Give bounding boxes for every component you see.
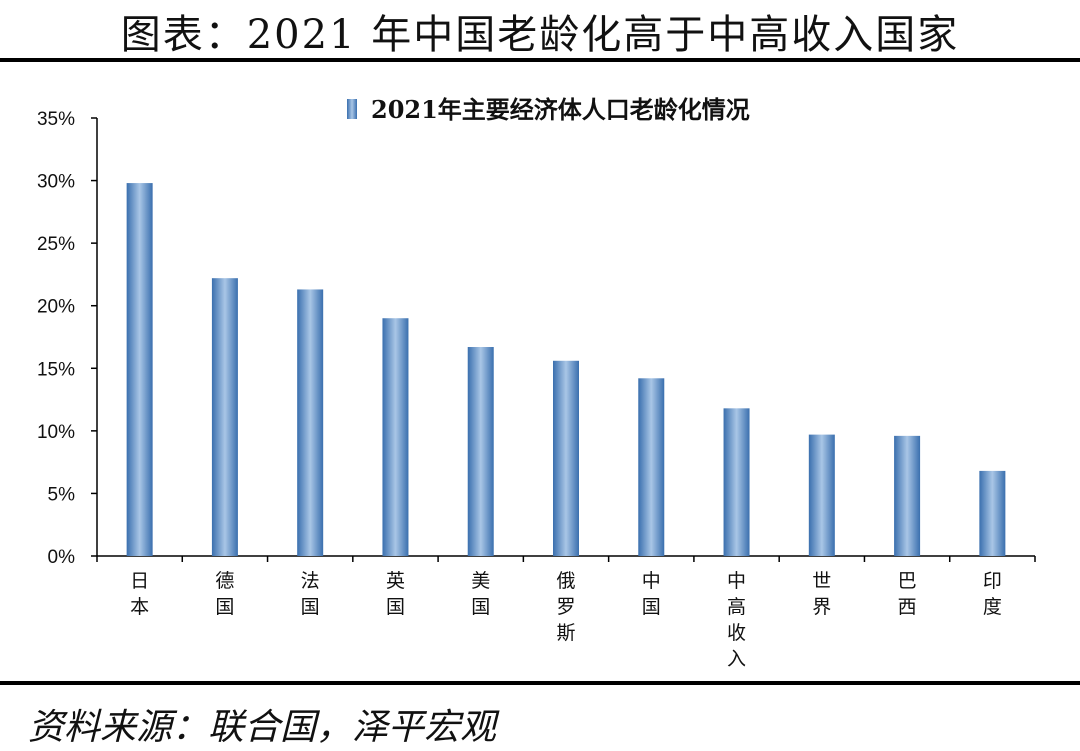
bar-3 [382,318,409,556]
y-tick-label: 25% [37,234,75,255]
y-tick-label: 20% [37,297,75,318]
bar-5 [553,360,579,556]
top-divider [0,58,1080,62]
y-tick-label: 15% [37,359,75,380]
bar-2 [297,289,324,556]
y-tick-label: 10% [37,422,75,443]
bar-0 [126,183,153,556]
y-tick-label: 0% [48,547,76,568]
legend-label: 2021年主要经济体人口老龄化情况 [371,95,750,124]
bar-10 [979,470,1006,556]
y-tick-label: 30% [37,172,75,193]
bar-9 [894,435,921,556]
x-tick-label: 德国 [215,570,234,618]
x-tick-label: 日本 [130,570,149,618]
x-tick-label: 中国 [642,570,661,618]
x-tick-label: 俄罗斯 [556,570,575,644]
bar-6 [638,378,665,556]
y-tick-label: 5% [48,484,76,505]
x-tick-label: 法国 [301,570,320,618]
x-tick-label: 世界 [812,570,831,618]
bottom-divider [0,681,1080,685]
y-tick-label: 35% [37,109,75,130]
bar-chart: 0% 5% 10% 15% 20% 25% 30% 35% 日本 德国 法国 英国 美国 俄罗斯 中国 中高收… [37,95,1036,670]
bar-8 [808,434,835,556]
x-tick-label: 中高收入 [727,570,746,670]
bar-1 [211,278,238,556]
x-tick-label: 印度 [983,570,1002,618]
page-title: 图表：2021 年中国老龄化高于中高收入国家 [120,12,960,58]
legend-swatch [347,99,357,119]
source-note: 资料来源：联合国，泽平宏观 [28,707,497,748]
x-tick-label: 英国 [386,570,405,618]
bar-4 [467,347,494,556]
bar-7 [723,408,750,556]
x-tick-label: 巴西 [898,570,917,618]
x-tick-label: 美国 [471,570,490,618]
